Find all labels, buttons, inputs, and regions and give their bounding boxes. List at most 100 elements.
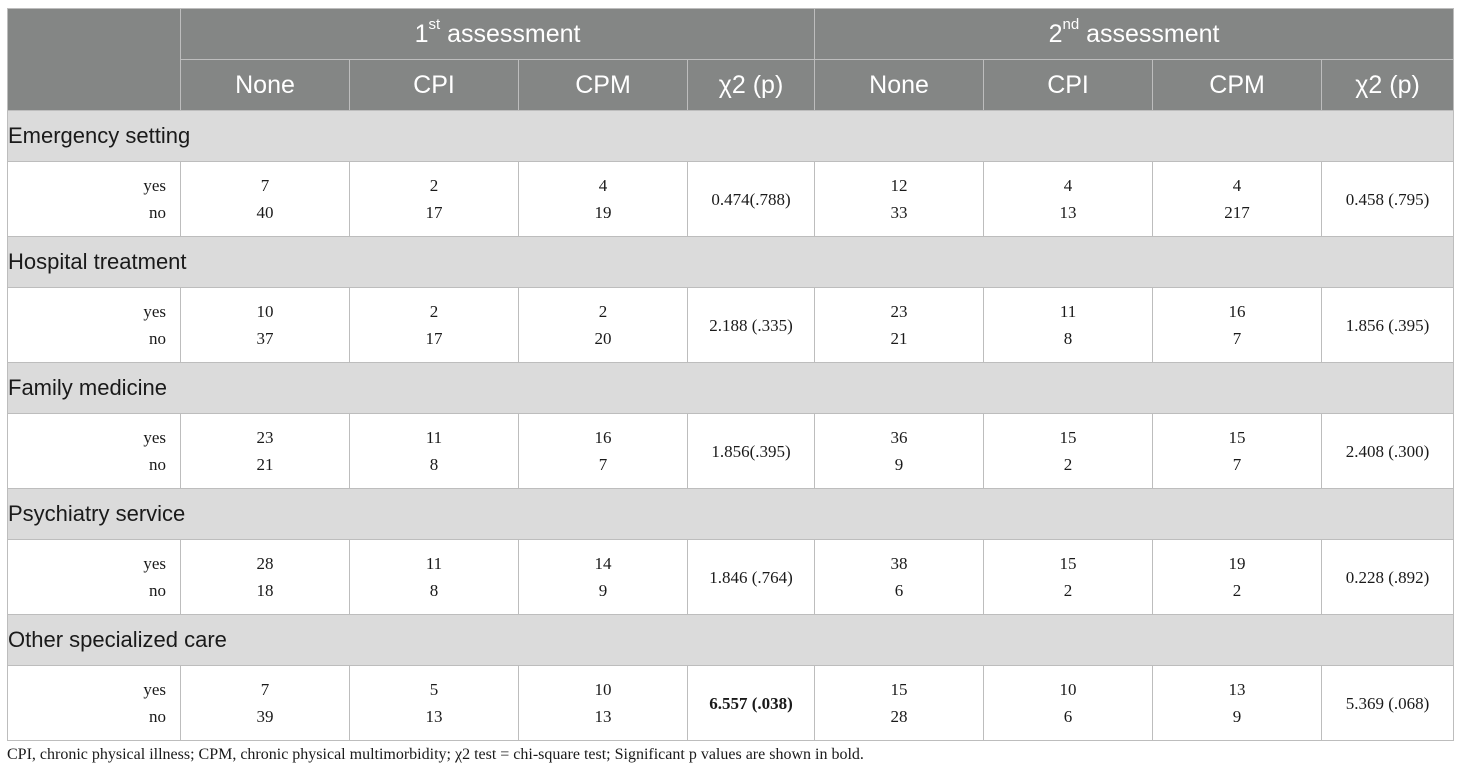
section-header-row: Psychiatry service (6, 488, 1455, 540)
no-value: 13 (425, 707, 443, 726)
section-title: Emergency setting (6, 110, 1455, 162)
yes-label: yes (143, 176, 166, 195)
no-value: 28 (890, 707, 908, 726)
column-header: CPI (349, 59, 519, 111)
column-header: None (180, 59, 350, 111)
section-title: Psychiatry service (6, 488, 1455, 540)
column-header: χ2 (p) (1321, 59, 1455, 111)
yes-value: 10 (1059, 680, 1077, 699)
cell-chi-square-second: 0.458 (.795) (1321, 161, 1455, 237)
cell-cpm-first: 4 19 (518, 161, 688, 237)
yes-label: yes (143, 428, 166, 447)
cell-cpi-first: 11 8 (349, 539, 519, 615)
yes-value: 16 (594, 428, 612, 447)
cell-none-second: 23 21 (814, 287, 985, 363)
no-value: 13 (594, 707, 612, 726)
yes-value: 28 (256, 554, 274, 573)
cell-cpi-first: 5 13 (349, 665, 519, 741)
row-labels: yes no (7, 287, 181, 363)
yes-label: yes (143, 554, 166, 573)
cell-none-second: 38 6 (814, 539, 985, 615)
section-title: Family medicine (6, 362, 1455, 414)
yes-label: yes (143, 302, 166, 321)
no-value: 7 (1232, 329, 1242, 348)
no-value: 21 (890, 329, 908, 348)
cell-cpm-second: 4 217 (1152, 161, 1323, 237)
yes-value: 11 (425, 554, 443, 573)
cell-cpi-second: 4 13 (983, 161, 1154, 237)
group-header-first-assessment: 1st assessment (179, 8, 816, 60)
no-value: 13 (1059, 203, 1077, 222)
column-header: χ2 (p) (686, 59, 816, 111)
row-labels: yes no (7, 161, 181, 237)
yes-value: 4 (1063, 176, 1073, 195)
yes-value: 2 (429, 176, 439, 195)
cell-cpm-first: 10 13 (518, 665, 688, 741)
no-label: no (149, 329, 166, 348)
no-value: 2 (1063, 581, 1073, 600)
yes-value: 4 (1232, 176, 1242, 195)
section-header-row: Family medicine (6, 362, 1455, 414)
no-value: 20 (594, 329, 612, 348)
yes-value: 16 (1228, 302, 1246, 321)
yes-value: 15 (1228, 428, 1246, 447)
cell-none-first: 7 39 (180, 665, 350, 741)
yes-value: 11 (1059, 302, 1077, 321)
table-row: yes no 28 18 11 8 14 9 1.846 (.764) 38 6 15 2 19 2 0.22… (7, 539, 1455, 615)
no-label: no (149, 203, 166, 222)
yes-value: 2 (598, 302, 608, 321)
yes-value: 23 (256, 428, 274, 447)
table-footnote: CPI, chronic physical illness; CPM, chro… (7, 746, 864, 763)
cell-cpm-second: 16 7 (1152, 287, 1323, 363)
yes-value: 15 (890, 680, 908, 699)
yes-value: 19 (1228, 554, 1246, 573)
cell-cpm-second: 13 9 (1152, 665, 1323, 741)
cell-chi-square-second: 5.369 (.068) (1321, 665, 1455, 741)
yes-value: 15 (1059, 428, 1077, 447)
cell-cpm-first: 2 20 (518, 287, 688, 363)
cell-chi-square-second: 2.408 (.300) (1321, 413, 1455, 489)
cell-chi-square-first: 0.474(.788) (686, 161, 816, 237)
section-header-row: Emergency setting (6, 110, 1455, 162)
no-value: 6 (1063, 707, 1073, 726)
no-value: 9 (894, 455, 904, 474)
section-header-row: Hospital treatment (6, 236, 1455, 288)
cell-cpi-second: 11 8 (983, 287, 1154, 363)
no-value: 39 (256, 707, 274, 726)
no-value: 17 (425, 329, 443, 348)
no-value: 21 (256, 455, 274, 474)
cell-cpi-first: 2 17 (349, 287, 519, 363)
no-value: 18 (256, 581, 274, 600)
column-header: CPM (1152, 59, 1323, 111)
table-row: yes no 7 39 5 13 10 13 6.557 (.038) 15 28 10 6 13 9 5.3… (7, 665, 1455, 741)
no-label: no (149, 581, 166, 600)
cell-none-first: 23 21 (180, 413, 350, 489)
cell-chi-square-second: 0.228 (.892) (1321, 539, 1455, 615)
yes-value: 14 (594, 554, 612, 573)
yes-value: 23 (890, 302, 908, 321)
yes-value: 4 (598, 176, 608, 195)
cell-chi-square-second: 1.856 (.395) (1321, 287, 1455, 363)
cell-cpm-second: 19 2 (1152, 539, 1323, 615)
cell-chi-square-first: 2.188 (.335) (686, 287, 816, 363)
no-value: 9 (1232, 707, 1242, 726)
yes-value: 13 (1228, 680, 1246, 699)
cell-none-first: 28 18 (180, 539, 350, 615)
yes-value: 11 (425, 428, 443, 447)
cell-cpi-second: 10 6 (983, 665, 1154, 741)
no-value: 37 (256, 329, 274, 348)
no-value: 40 (256, 203, 274, 222)
no-value: 6 (894, 581, 904, 600)
yes-label: yes (143, 680, 166, 699)
no-value: 2 (1232, 581, 1242, 600)
no-value: 2 (1063, 455, 1073, 474)
yes-value: 38 (890, 554, 908, 573)
yes-value: 10 (594, 680, 612, 699)
table-row: yes no 23 21 11 8 16 7 1.856(.395) 36 9 15 2 15 7 2.408… (7, 413, 1455, 489)
no-value: 19 (594, 203, 612, 222)
cell-cpi-first: 2 17 (349, 161, 519, 237)
cell-cpi-second: 15 2 (983, 413, 1154, 489)
no-label: no (149, 455, 166, 474)
no-value: 17 (425, 203, 443, 222)
corner-cell (7, 8, 181, 111)
